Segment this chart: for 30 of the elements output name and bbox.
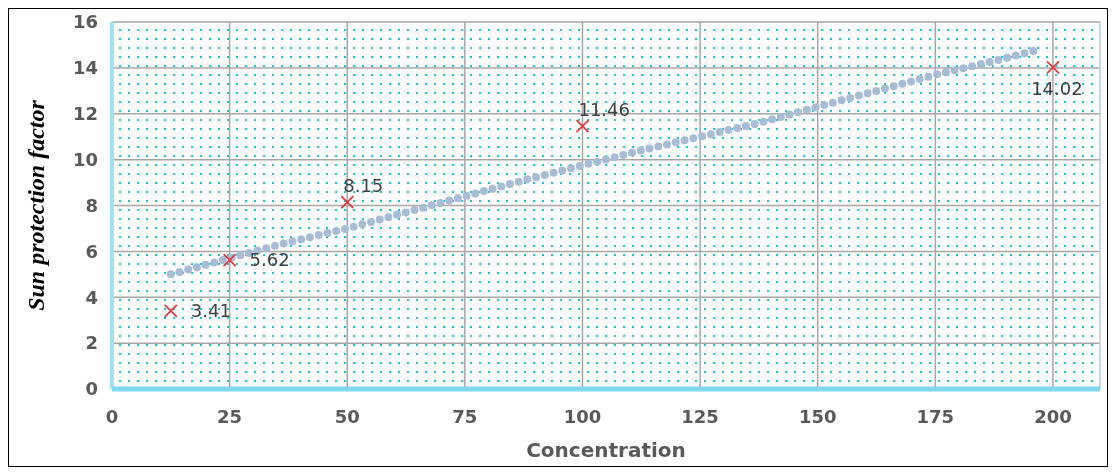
y-tick-label: 0: [85, 378, 98, 400]
y-tick-label: 16: [72, 11, 98, 33]
x-tick-label: 25: [217, 406, 243, 427]
data-label: 11.46: [578, 99, 631, 121]
x-axis-title: Concentration: [526, 438, 686, 462]
data-label: 8.15: [343, 175, 384, 197]
point: [575, 119, 590, 134]
x-tick-label: 50: [334, 406, 360, 427]
data-label: 14.02: [1031, 78, 1083, 100]
y-tick-label: 8: [85, 194, 98, 216]
y-tick-label: 6: [85, 240, 98, 262]
x-tick-label: 150: [798, 406, 837, 427]
x-tick-label: 0: [105, 406, 119, 427]
y-tick-label: 14: [72, 57, 98, 79]
x-tick-label: 200: [1034, 406, 1072, 427]
y-tick-label: 2: [85, 332, 98, 354]
point: [340, 195, 355, 209]
y-tick-label: 10: [72, 148, 98, 170]
point: [163, 303, 178, 318]
x-tick-label: 75: [452, 406, 478, 427]
x-tick-label: 125: [681, 406, 719, 427]
x-tick-label: 100: [563, 406, 602, 427]
y-tick-label: 12: [72, 103, 98, 125]
y-tick-label: 4: [85, 286, 98, 308]
y-axis-title: Sun protection factor: [23, 99, 49, 311]
data-label: 3.41: [190, 299, 231, 321]
point: [222, 253, 237, 267]
point: [1046, 60, 1060, 75]
data-label: 5.62: [249, 249, 290, 271]
x-tick-label: 175: [916, 406, 955, 427]
